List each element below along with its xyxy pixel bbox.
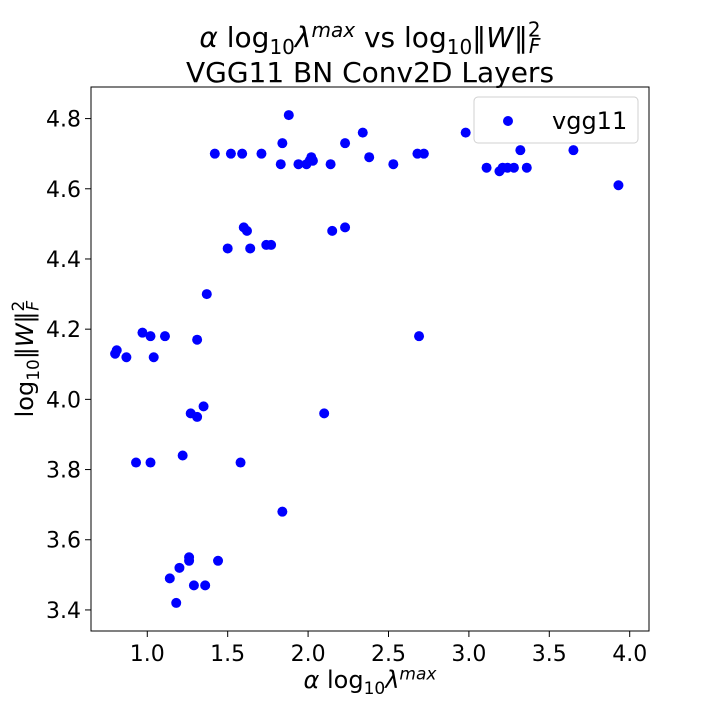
x-tick-label: 2.5 [371, 642, 406, 667]
data-point [235, 457, 246, 468]
data-point [515, 145, 526, 156]
data-point [256, 148, 267, 159]
data-point [237, 148, 248, 159]
data-point [364, 152, 375, 163]
x-tick-label: 2.0 [291, 642, 326, 667]
data-point [266, 239, 277, 250]
data-point [188, 580, 199, 591]
y-tick-label: 3.6 [46, 529, 81, 554]
data-point [192, 334, 203, 345]
data-point [460, 127, 471, 138]
data-point [177, 450, 188, 461]
y-tick-label: 3.8 [46, 459, 81, 484]
data-point [222, 243, 233, 254]
data-point [388, 159, 399, 170]
data-point [521, 162, 532, 173]
data-point [184, 555, 195, 566]
data-point [414, 331, 425, 342]
chart-title-line-2: VGG11 BN Conv2D Layers [186, 56, 554, 89]
data-point [201, 289, 212, 300]
data-point [111, 345, 122, 356]
data-point [213, 555, 224, 566]
data-point [131, 457, 142, 468]
data-points [110, 110, 624, 608]
data-point [171, 597, 182, 608]
data-point [225, 148, 236, 159]
y-axis-label: log10‖W‖2F [9, 301, 44, 418]
legend-box [473, 96, 639, 144]
data-point [277, 506, 288, 517]
data-point [613, 180, 624, 191]
data-point [481, 162, 492, 173]
data-point [418, 148, 429, 159]
data-point [137, 327, 148, 338]
data-point [148, 352, 159, 363]
plot-area [90, 86, 650, 632]
data-point [293, 159, 304, 170]
data-point [325, 159, 336, 170]
data-point [159, 331, 170, 342]
x-axis: 1.0 1.5 2.0 2.5 3.0 3.5 4.0 [130, 631, 647, 667]
data-point [277, 138, 288, 149]
legend-label: vgg11 [552, 107, 627, 135]
data-point [327, 225, 338, 236]
data-point [275, 159, 286, 170]
chart-title-line-1: α log10λmax vs log10‖W‖2 F [199, 17, 540, 59]
y-tick-label: 3.4 [46, 599, 81, 624]
data-point [340, 222, 351, 233]
y-tick-label: 4.2 [46, 318, 81, 343]
legend: vgg11 [473, 96, 639, 144]
data-point [174, 562, 185, 573]
data-point [145, 457, 156, 468]
x-tick-label: 3.5 [532, 642, 567, 667]
x-tick-label: 1.0 [130, 642, 165, 667]
data-point [307, 155, 318, 166]
x-tick-label: 3.0 [451, 642, 486, 667]
y-tick-label: 4.8 [46, 108, 81, 133]
y-axis: 3.4 3.6 3.8 4.0 4.2 4.4 4.6 4.8 [46, 108, 91, 624]
x-tick-label: 4.0 [612, 642, 647, 667]
data-point [568, 145, 579, 156]
data-point [241, 225, 252, 236]
x-axis-label: α log10λmax [304, 665, 438, 699]
data-point [245, 243, 256, 254]
y-tick-label: 4.0 [46, 388, 81, 413]
legend-marker [503, 116, 513, 126]
data-point [357, 127, 368, 138]
data-point [145, 331, 156, 342]
data-point [508, 162, 519, 173]
data-point [198, 401, 209, 412]
data-point [164, 573, 175, 584]
data-point [200, 580, 211, 591]
data-point [209, 148, 220, 159]
data-point [192, 411, 203, 422]
data-point [340, 138, 351, 149]
y-tick-label: 4.4 [46, 248, 81, 273]
data-point [283, 110, 294, 121]
data-point [319, 408, 330, 419]
data-point [121, 352, 132, 363]
x-tick-label: 1.5 [210, 642, 245, 667]
y-tick-label: 4.6 [46, 178, 81, 203]
